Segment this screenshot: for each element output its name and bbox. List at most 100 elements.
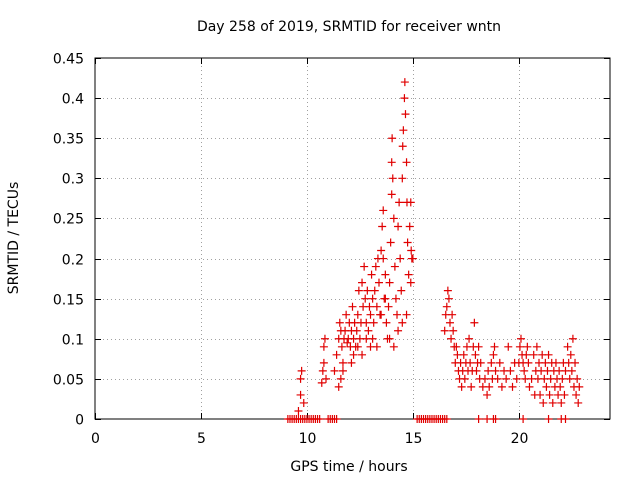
data-point [448,310,457,319]
data-point [443,286,452,295]
data-point [460,374,469,383]
data-point [512,374,521,383]
data-point [317,378,326,387]
data-points [283,78,584,423]
data-point [334,382,343,391]
data-point [349,350,358,359]
data-point [389,214,398,223]
data-point [529,350,538,359]
data-point [472,366,481,375]
data-point [398,318,407,327]
data-point [406,278,415,287]
data-point [504,342,513,351]
data-point [516,334,525,343]
data-point [491,366,500,375]
data-point [364,326,373,335]
data-point [381,270,390,279]
data-point [497,382,506,391]
data-point [470,318,479,327]
data-point [558,374,567,383]
data-point [400,78,409,87]
data-point [556,382,565,391]
data-point [567,366,576,375]
data-point [465,334,474,343]
data-point [445,318,454,327]
y-tick-label: 0 [75,413,84,429]
data-point [403,238,412,247]
data-point [495,358,504,367]
data-point [379,254,388,263]
grid-layer [95,58,610,419]
data-point [335,318,344,327]
data-point [395,198,404,207]
data-point [360,262,369,271]
data-point [544,415,553,423]
data-point [294,406,303,415]
data-point [452,342,461,351]
data-point [493,374,502,383]
data-point [467,382,476,391]
data-point [539,398,548,407]
data-point [388,174,397,183]
data-point [447,334,456,343]
data-point [398,142,407,151]
data-point [378,222,387,231]
data-point [551,358,560,367]
data-point [322,374,331,383]
data-point [506,366,515,375]
data-point [444,294,453,303]
data-point [400,94,409,103]
data-point [342,310,351,319]
data-point [372,302,381,311]
data-point [362,318,371,327]
data-point [386,238,395,247]
x-axis-title: GPS time / hours [290,459,407,475]
data-point [489,350,498,359]
data-point [361,294,370,303]
data-point [544,350,553,359]
data-point [397,286,406,295]
data-point [365,302,374,311]
y-tick-label: 0.1 [62,333,84,349]
data-point [491,415,500,423]
data-point [572,390,581,399]
data-point [296,390,305,399]
data-point [366,310,375,319]
y-axis-title: SRMTID / TECUs [6,182,22,295]
data-point [358,350,367,359]
data-point [332,350,341,359]
data-point [368,294,377,303]
data-point [297,366,306,375]
data-point [401,110,410,119]
data-point [515,342,524,351]
data-point [369,318,378,327]
data-point [566,350,575,359]
data-point [532,342,541,351]
data-point [402,310,411,319]
data-point [336,374,345,383]
data-point [524,358,533,367]
data-point [352,326,361,335]
data-point [476,358,485,367]
data-point [563,342,572,351]
data-point [330,366,339,375]
data-point [457,382,466,391]
data-point [402,158,411,167]
data-point [557,398,566,407]
data-point [575,382,584,391]
data-point [379,206,388,215]
data-point [573,374,582,383]
data-point [485,382,494,391]
data-point [363,286,372,295]
data-point [525,382,534,391]
data-point [565,374,574,383]
data-point [574,398,583,407]
data-point [347,358,356,367]
data-point [391,294,400,303]
data-point [459,350,468,359]
data-point [377,246,386,255]
x-tick-label: 5 [197,431,206,447]
y-tick-label: 0.45 [53,52,84,68]
data-point [382,318,391,327]
data-point [542,382,551,391]
